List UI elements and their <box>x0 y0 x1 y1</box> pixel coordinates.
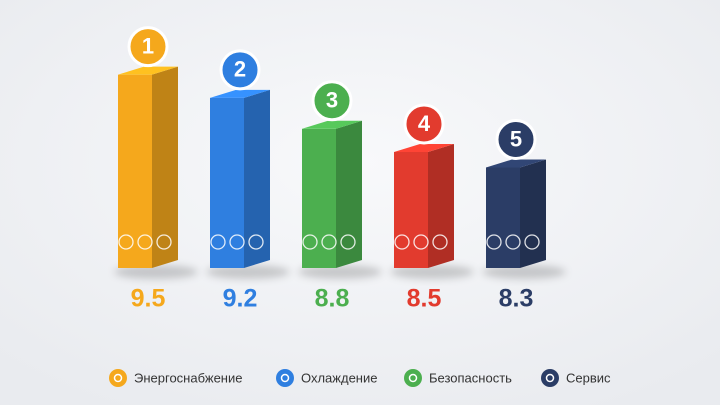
bar-icon <box>321 234 337 250</box>
bar-shadow <box>390 265 474 279</box>
legend-item: Сервис <box>541 369 611 387</box>
rank-badge <box>403 103 445 145</box>
bar-top <box>394 144 454 152</box>
bar-icon <box>486 234 502 250</box>
legend-icon-inner <box>280 373 290 383</box>
rank-badge <box>127 26 169 68</box>
bar-icon <box>156 234 172 250</box>
legend-label: Охлаждение <box>301 370 377 385</box>
legend-icon <box>109 369 127 387</box>
rank-label: 2 <box>234 57 246 82</box>
value-label: 8.3 <box>499 285 534 313</box>
bar-shadow <box>482 265 566 279</box>
bar-icon <box>137 234 153 250</box>
value-label: 8.8 <box>315 285 350 313</box>
bar <box>302 128 336 268</box>
rank-badge <box>495 118 537 160</box>
bar-top <box>118 66 178 75</box>
bar-side <box>244 89 270 268</box>
legend-item: Охлаждение <box>276 369 377 387</box>
legend-icon-inner <box>408 373 418 383</box>
bar-shadow <box>114 265 198 279</box>
bar-side <box>520 159 546 268</box>
bar-icon <box>413 234 429 250</box>
bar-top <box>210 89 270 98</box>
bar-top <box>486 159 546 168</box>
rank-label: 3 <box>326 88 338 113</box>
bar-icon <box>394 234 410 250</box>
bar-side <box>152 66 178 269</box>
legend-item: Энергоснабжение <box>109 369 242 387</box>
bar <box>394 152 428 268</box>
legend-label: Безопасность <box>429 370 512 385</box>
rank-label: 5 <box>510 126 522 151</box>
rank-badge <box>219 49 261 91</box>
bar-top <box>302 120 362 129</box>
value-label: 9.2 <box>223 285 258 313</box>
legend-label: Энергоснабжение <box>134 370 242 385</box>
bar <box>486 167 520 268</box>
legend-icon <box>276 369 294 387</box>
bar-icon <box>118 234 134 250</box>
value-label: 8.5 <box>407 285 442 313</box>
rank-label: 1 <box>142 33 154 58</box>
bar-icon <box>210 234 226 250</box>
bar-icon <box>432 234 448 250</box>
legend-item: Безопасность <box>404 369 512 387</box>
bar-shadow <box>298 265 382 279</box>
legend-icon <box>404 369 422 387</box>
bar-icon <box>524 234 540 250</box>
bar-icon <box>340 234 356 250</box>
legend-label: Сервис <box>566 370 611 385</box>
value-label: 9.5 <box>131 285 166 313</box>
bar-icon <box>505 234 521 250</box>
bar-side <box>336 120 362 268</box>
bar-icon <box>248 234 264 250</box>
rank-badge <box>311 80 353 122</box>
rank-label: 4 <box>418 111 431 136</box>
bar <box>118 74 152 269</box>
bar <box>210 97 244 268</box>
legend-icon-inner <box>545 373 555 383</box>
legend-icon-inner <box>113 373 123 383</box>
bar-icon <box>302 234 318 250</box>
bar-shadow <box>206 265 290 279</box>
bar-icon <box>229 234 245 250</box>
legend-icon <box>541 369 559 387</box>
